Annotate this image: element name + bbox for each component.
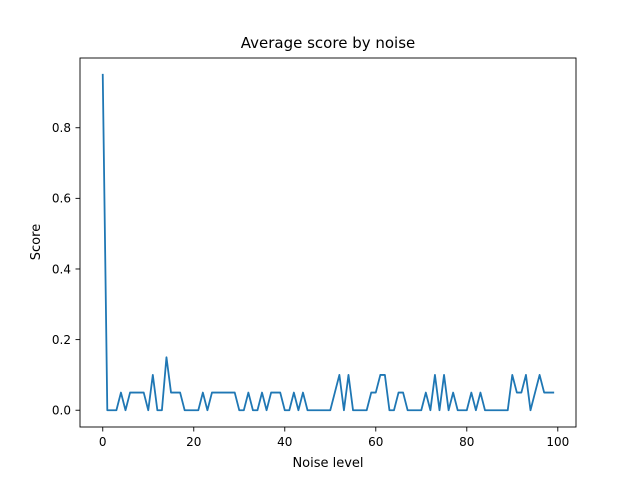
y-tick-label: 0.2 (52, 333, 71, 347)
axes-frame (79, 57, 577, 428)
axes: 0 20 40 60 80 100 0.0 0.2 0.4 0.6 0.8 (52, 57, 577, 449)
y-tick-label: 0.6 (52, 192, 71, 206)
x-axis-label: Noise level (292, 456, 363, 471)
y-tick-label: 0.4 (52, 262, 71, 276)
x-tick-label: 20 (186, 435, 201, 449)
y-tick-label: 0.8 (52, 121, 71, 135)
y-axis-label: Score (29, 224, 44, 260)
y-tick-label: 0.0 (52, 404, 71, 418)
chart-title: Average score by noise (241, 34, 416, 52)
x-tick-label: 100 (546, 435, 569, 449)
x-tick-label: 60 (368, 435, 383, 449)
x-tick-label: 80 (459, 435, 474, 449)
x-tick-label: 40 (277, 435, 292, 449)
series-line-0 (101, 73, 555, 412)
x-tick-label: 0 (99, 435, 107, 449)
plot-area (101, 73, 555, 412)
